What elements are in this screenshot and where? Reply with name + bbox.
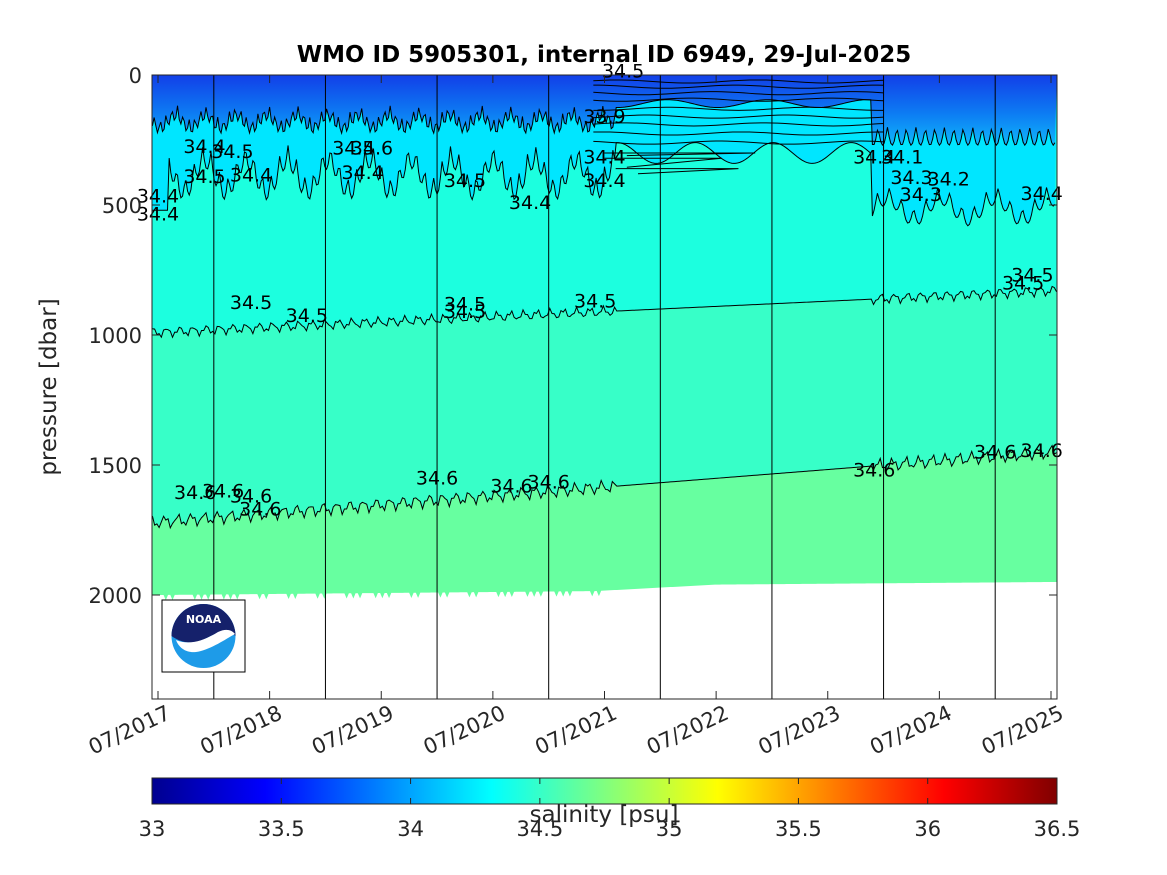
contour-label: 34.6 [351,137,393,159]
near-surface-isohaline [593,131,884,136]
colorbar-tick-label: 35.5 [775,817,822,841]
contour-label: 34.5 [444,170,486,192]
contour-label: 34.6 [230,486,272,508]
contour-label: 34.3 [900,184,942,206]
contour-labels: 34.534.534.534.5 34.534.534.534.634.634.6… [137,61,1063,521]
svg-text:NOAA: NOAA [186,613,222,626]
contour-label: 33.9 [583,106,625,128]
intrusion-contour [604,157,722,168]
y-tick-label: 500 [102,194,142,218]
colorbar-tick-label: 36 [914,817,941,841]
contour-label: 34.5 [444,293,486,315]
contour-label: 34.4 [583,170,625,192]
x-tick-label: 07/2020 [420,701,509,760]
colorbar [151,777,1058,805]
x-tick-label: 07/2025 [978,701,1067,760]
contour-label: 34.4 [183,136,225,158]
contour-label: 34.6 [416,468,458,490]
contour-label: 34.6 [202,481,244,503]
x-tick-label: 07/2022 [643,701,732,760]
colorbar-tick-label: 36.5 [1034,817,1081,841]
contour-label: 34.2 [928,169,970,191]
chart-title: WMO ID 5905301, internal ID 6949, 29-Jul… [297,42,912,68]
colorbar-tick-label: 34 [397,817,424,841]
contour-label: 34.5 [332,137,374,159]
contour-label: 34.5 [444,301,486,323]
y-tick-label: 1500 [89,454,142,478]
contour-label: 34.4 [137,185,179,207]
x-tick-label: 07/2023 [755,701,844,760]
near-surface-isohaline [593,114,884,119]
colorbar-tick-label: 33.5 [258,817,305,841]
colorbar-label: salinity [psu] [530,802,679,828]
near-surface-isohaline [593,79,884,84]
isohaline-contours [152,79,1057,530]
contour-label: 34.6 [974,442,1016,464]
contour-label: 34.5 [286,305,328,327]
year-boundary-lines [213,75,996,699]
contour-label: 34.4 [853,146,895,168]
y-tick-label: 1000 [89,324,142,348]
contour-label: 34.5 [211,141,253,163]
near-surface-isohaline [593,140,884,145]
colorbar-tick-label: 33 [139,817,166,841]
colorbar-tick-label: 34.5 [516,817,563,841]
near-surface-isohaline [593,84,884,89]
colorbar-ticks: 33 33.5 34 34.5 35 35.5 36 36.5 [139,778,1081,841]
contour-label: 34.1 [881,146,923,168]
y-tick-label: 2000 [89,584,142,608]
near-surface-isohaline [593,91,884,96]
contour-label: 34.5 [1002,273,1044,295]
y-axis: 0 500 1000 1500 2000 [89,64,1057,608]
contour-label: 34.6 [528,471,570,493]
contour-label: 34.4 [583,146,625,168]
x-tick-label: 07/2021 [531,701,620,760]
contour-label: 34.3 [890,167,932,189]
contour-label: 34.6 [490,475,532,497]
colorbar-tick-label: 35 [656,817,683,841]
contour-label: 34.5 [602,61,644,83]
isohaline-34-4 [152,142,1056,227]
intrusion-contour [615,168,739,175]
isohaline-34-0 [152,99,1056,147]
contour-label: 34.6 [853,460,895,482]
contour-label: 34.6 [239,499,281,521]
contour-label: 34.5 [183,166,225,188]
contour-label: 34.5 [1011,265,1053,287]
near-surface-isohaline [593,106,884,111]
y-tick-label: 0 [129,64,142,88]
near-surface-isohaline [593,97,884,102]
y-axis-label: pressure [dbar] [36,298,62,475]
x-tick-label: 07/2024 [866,701,955,760]
contour-label: 34.5 [230,292,272,314]
contour-label: 34.4 [230,165,272,187]
intrusion-contour [604,152,756,157]
noaa-logo: NOAA [161,599,246,673]
contour-label: 34.4 [1021,183,1063,205]
x-tick-label: 07/2018 [197,701,286,760]
contour-label: 34.6 [174,482,216,504]
isohaline-34-5 [152,285,1057,339]
contour-label: 34.5 [574,291,616,313]
contour-label: 34.4 [509,192,551,214]
x-tick-label: 07/2017 [85,701,174,760]
isohaline-34-6 [152,444,1057,530]
contour-label: 34.6 [1021,440,1063,462]
contour-label: 34.4 [341,162,383,184]
near-surface-isohaline [593,122,884,127]
x-tick-label: 07/2019 [308,701,397,760]
contour-label: 34.4 [137,204,179,226]
